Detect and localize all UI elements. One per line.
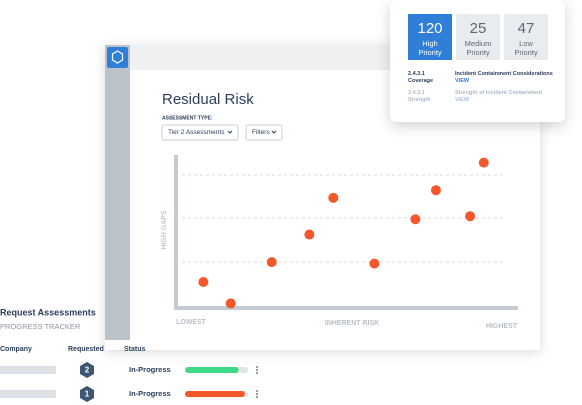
progress-bar [185,391,245,397]
priority-label: Medium Priority [464,39,492,57]
point [465,211,476,222]
menu-dot [256,396,258,398]
priority-card: 120 High Priority 25 Medium Priority 47 Low P… [390,0,565,122]
column-header: Company [0,346,32,353]
logo [107,47,128,68]
chevron [271,130,277,134]
x-axis-label: INHERENT RISK [325,320,379,327]
control-code: 2.4.3.1 [408,71,425,77]
menu-dot [256,372,258,374]
sidebar [105,45,130,340]
priority-count: 25 [469,20,487,37]
control-code: 2.4.3.1 [408,90,425,96]
column-header: Requested [68,346,104,353]
priority-box[interactable]: 47 Low Priority [504,14,548,60]
assessment-type-label: ASSESSMENT TYPE: [162,115,213,121]
title: Residual Risk [162,91,254,108]
filters-button[interactable] [245,124,283,141]
control-detail: Incident Containment Considerations VIEW [455,71,565,85]
point [410,214,421,225]
priority-box[interactable]: 25 Medium Priority [456,14,500,60]
logo-icon [111,50,124,64]
view-link[interactable]: VIEW [455,78,470,84]
priority-count: 120 [417,20,443,37]
status: In-Progress [129,389,171,398]
point [369,258,380,269]
control-row: 2.4.3.1 Coverage Incident Containment Cons… [408,71,553,85]
tracker-rows: 2 In-Progress 1 In-Progress [0,362,258,402]
point [266,257,277,268]
control-kind: Coverage [408,78,434,84]
control-detail: Strength of Incident Containment VIEW [455,90,565,104]
point [304,229,315,240]
menu-dot [256,366,258,368]
point [198,276,209,287]
progress-bar [185,367,239,373]
hexagon [80,386,94,402]
column-header: Status [124,346,146,353]
control-name: Strength of Incident Containment [455,90,543,96]
point [430,185,441,196]
requested-count: 1 [85,390,90,399]
menu-dot [256,369,258,371]
hexagon [80,362,94,378]
menu-dot [256,393,258,395]
priority-label: Low Priority [514,39,538,57]
tracker-title: Request Assessments [0,307,96,317]
y-axis-label: HIGH GAPS [161,210,168,250]
point [225,298,236,309]
company-placeholder [0,390,56,398]
x-low-label: LOWEST [176,319,207,326]
dropdown[interactable] [161,124,239,141]
company-placeholder [0,366,56,374]
tracker-subtitle: PROGRESS TRACKER [0,322,81,331]
control-row: 2.4.3.1 Strength Strength of Incident Cont… [408,90,542,104]
menu-dot [256,390,258,392]
control-name: Incident Containment Considerations [455,71,553,77]
scatter [198,157,489,309]
point [478,157,489,168]
dropdown-text: Tier 2 Assessments [168,129,225,136]
status: In-Progress [129,365,171,374]
filters-text: Filters [252,129,270,136]
x-high-label: HIGHEST [486,323,518,330]
view-link[interactable]: VIEW [455,97,470,103]
point [328,192,339,203]
requested-count: 2 [85,366,90,375]
priority-box[interactable]: 120 High Priority [408,14,452,60]
priority-label: High Priority [418,39,442,57]
priority-count: 47 [517,20,535,37]
control-kind: Strength [408,97,431,103]
chevron [227,130,233,134]
